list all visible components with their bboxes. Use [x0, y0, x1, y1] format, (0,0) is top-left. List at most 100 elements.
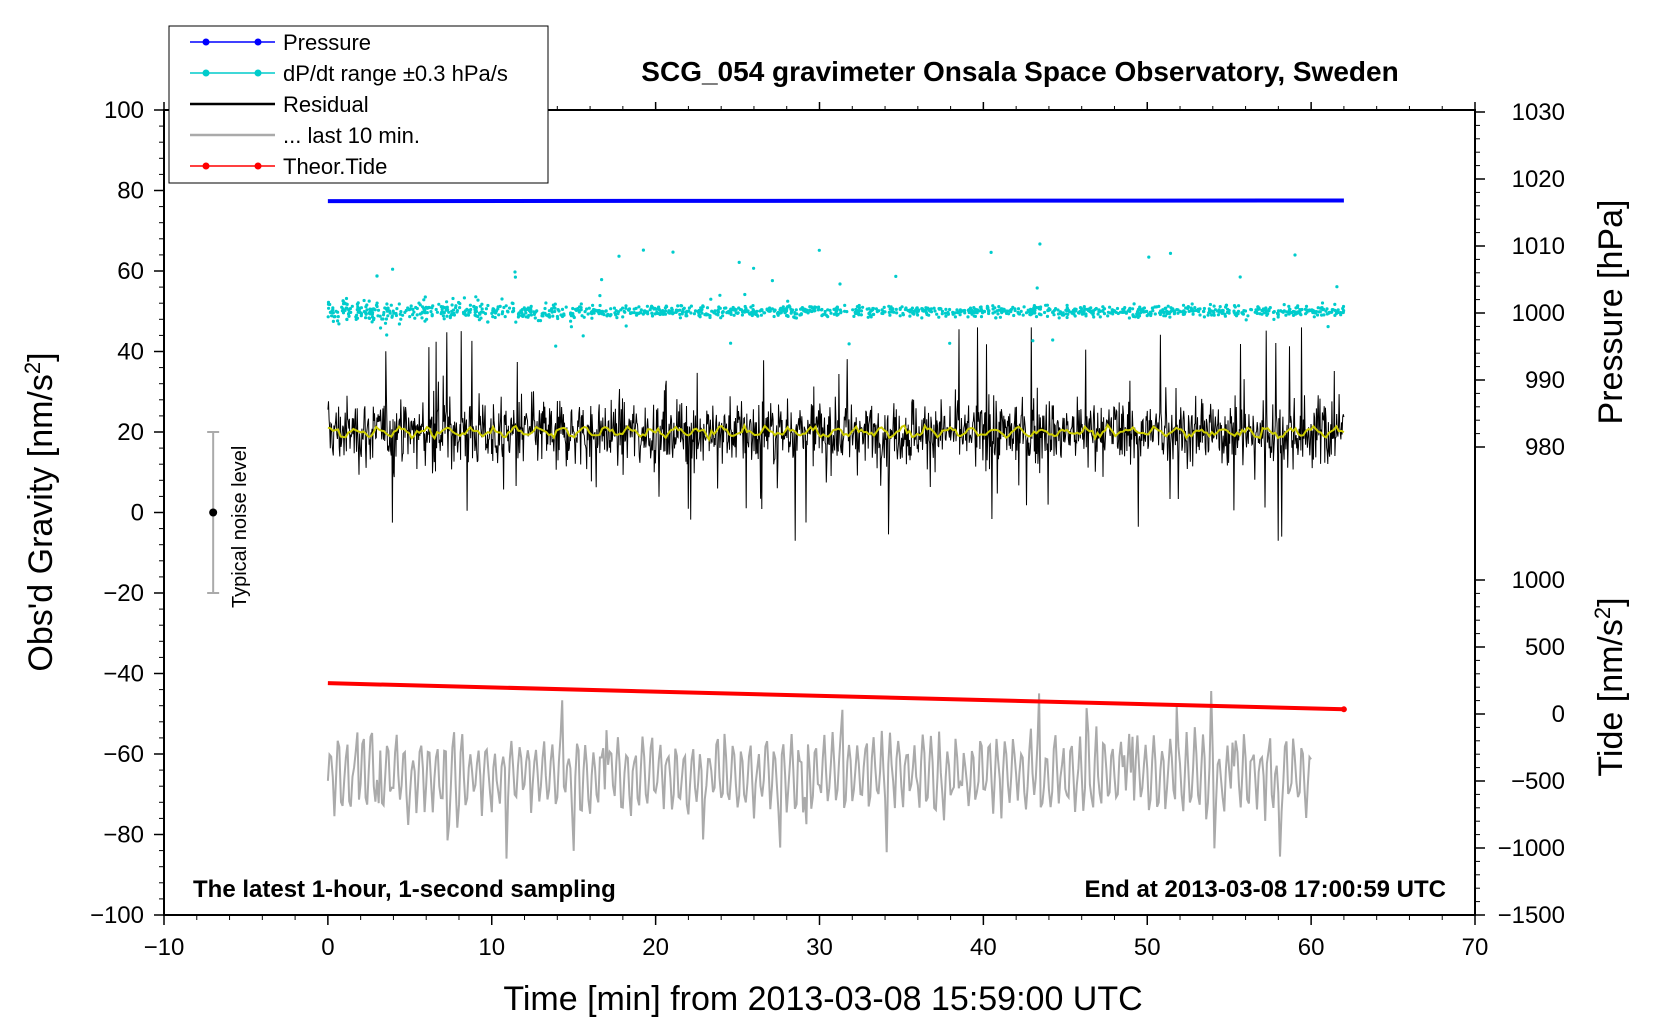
dpdt-point: [718, 293, 722, 297]
dpdt-point: [1033, 311, 1037, 315]
dpdt-point: [708, 314, 712, 318]
dpdt-point: [569, 325, 574, 329]
dpdt-point: [327, 306, 331, 310]
dpdt-point: [835, 309, 839, 313]
dpdt-point: [852, 314, 856, 318]
dpdt-point: [383, 321, 388, 325]
tide-line: [327, 681, 1344, 712]
dpdt-point: [411, 307, 415, 311]
dpdt-point: [1131, 307, 1135, 311]
dpdt-point: [1225, 310, 1229, 314]
dpdt-point: [493, 315, 497, 320]
dpdt-point: [422, 298, 426, 302]
dpdt-point: [1102, 312, 1107, 316]
dpdt-point: [1139, 311, 1143, 315]
dpdt-point: [1019, 309, 1023, 313]
dpdt-point: [331, 319, 335, 323]
x-tick-label: 40: [970, 934, 997, 961]
dpdt-point: [1073, 314, 1077, 318]
dpdt-point: [462, 296, 466, 300]
dpdt-point: [705, 306, 710, 310]
y-left-tick-label: 20: [117, 419, 144, 446]
dpdt-point: [1210, 313, 1214, 317]
dpdt-point: [571, 306, 575, 311]
dpdt-point: [510, 301, 514, 305]
dpdt-point: [590, 312, 594, 316]
dpdt-point: [1043, 310, 1047, 315]
dpdt-point: [1016, 310, 1020, 314]
dpdt-point: [1218, 310, 1222, 314]
dpdt-point: [1011, 305, 1015, 309]
dpdt-point: [1056, 308, 1060, 312]
dpdt-point: [756, 314, 760, 318]
dpdt-point: [1158, 311, 1162, 315]
dpdt-point: [1142, 306, 1146, 310]
dpdt-point: [397, 302, 401, 306]
dpdt-point: [1216, 313, 1220, 317]
dpdt-point: [639, 308, 643, 312]
dpdt-point: [388, 309, 392, 313]
dpdt-point: [1163, 314, 1168, 318]
dpdt-point: [1131, 313, 1135, 317]
dpdt-point: [871, 306, 875, 311]
dpdt-point: [888, 313, 892, 317]
dpdt-point: [982, 310, 987, 314]
dpdt-point: [376, 308, 381, 312]
dpdt-point: [550, 310, 554, 314]
dpdt-point: [1336, 308, 1340, 312]
dpdt-point: [491, 310, 495, 314]
dpdt-point: [347, 314, 351, 318]
dpdt-point: [1242, 309, 1246, 313]
series-layer: [326, 198, 1347, 859]
dpdt-point: [967, 310, 971, 315]
dpdt-point: [326, 315, 330, 319]
dpdt-point: [529, 308, 533, 312]
dpdt-point: [1290, 310, 1294, 315]
dpdt-point: [425, 306, 429, 310]
dpdt-point: [1275, 311, 1280, 315]
dpdt-point: [437, 302, 441, 306]
dpdt-point: [1153, 312, 1157, 316]
dpdt-point: [948, 341, 952, 345]
dpdt-point: [719, 316, 723, 320]
dpdt-point: [868, 313, 873, 317]
pressure-tick-label: 1030: [1512, 99, 1565, 126]
dpdt-point: [399, 310, 403, 314]
dpdt-point: [1226, 307, 1230, 311]
dpdt-point: [341, 308, 345, 312]
dpdt-point: [1053, 308, 1057, 312]
dpdt-point: [1182, 312, 1186, 316]
dpdt-point: [1166, 304, 1170, 308]
dpdt-point: [1062, 313, 1066, 317]
dpdt-point: [1241, 311, 1245, 315]
dpdt-point: [734, 308, 738, 312]
dpdt-point: [476, 314, 480, 319]
dpdt-point: [653, 306, 657, 310]
dpdt-point: [1221, 311, 1225, 315]
dpdt-point: [455, 310, 459, 314]
dpdt-point: [692, 312, 697, 316]
dpdt-point: [585, 307, 589, 311]
dpdt-point: [1038, 312, 1042, 316]
dpdt-point: [344, 306, 348, 310]
dpdt-point: [915, 310, 919, 314]
dpdt-point: [350, 304, 354, 308]
dpdt-point: [581, 334, 585, 338]
dpdt-point: [1208, 302, 1212, 307]
x-tick-label: 0: [321, 934, 334, 961]
dpdt-point: [1024, 311, 1029, 315]
dpdt-point: [511, 306, 516, 311]
dpdt-point: [1218, 305, 1222, 309]
dpdt-point: [1168, 315, 1172, 319]
dpdt-point: [590, 316, 594, 320]
dpdt-point: [658, 312, 662, 317]
dpdt-point: [1080, 307, 1084, 311]
dpdt-point: [368, 312, 372, 316]
dpdt-point: [1153, 305, 1157, 309]
dpdt-point: [550, 307, 554, 312]
dpdt-point: [710, 309, 714, 313]
y-left-tick-label: 0: [131, 500, 144, 527]
dpdt-point: [1280, 310, 1285, 314]
dpdt-point: [1034, 305, 1038, 310]
dpdt-point: [779, 306, 783, 310]
